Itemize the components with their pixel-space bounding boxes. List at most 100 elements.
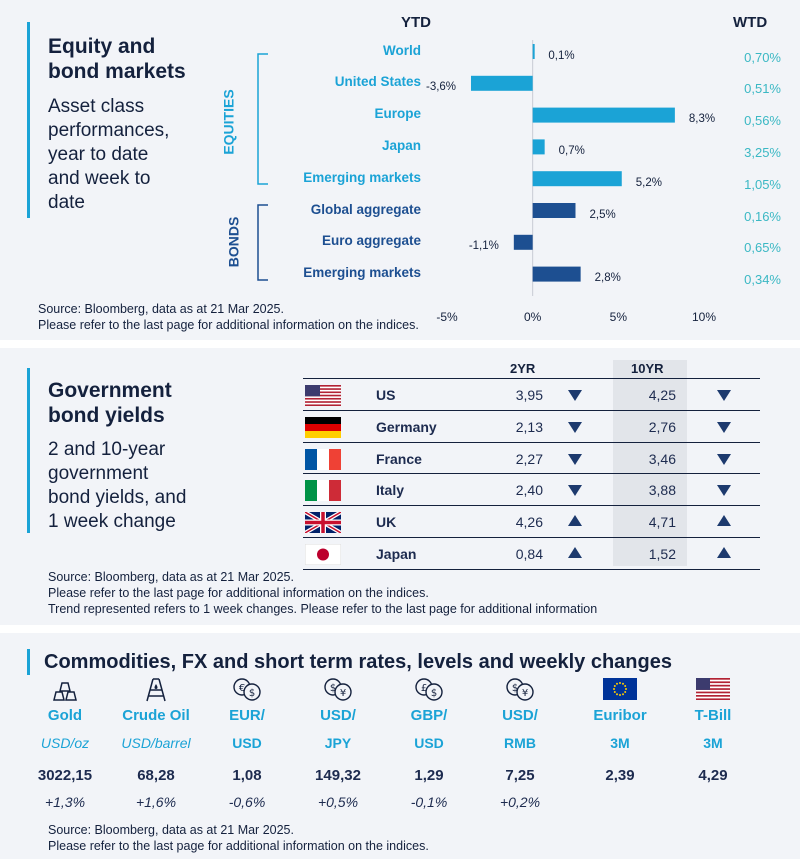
yield-row-france: France 2,27 3,46 <box>303 441 760 474</box>
source-line1: Source: Bloomberg, data as at 21 Mar 202… <box>48 570 294 584</box>
country-name: France <box>376 450 422 467</box>
yield-2yr: 3,95 <box>515 387 543 403</box>
yield-row-germany: Germany 2,13 2,76 <box>303 409 760 442</box>
trend-down-icon <box>568 421 582 433</box>
commodity-level: 4,29 <box>698 767 728 784</box>
yield-10yr: 3,46 <box>648 450 676 467</box>
svg-text:¥: ¥ <box>340 688 346 699</box>
commodity-name: T-Bill <box>694 707 732 724</box>
yield-row-uk: UK 4,26 4,71 <box>303 505 760 537</box>
trend-up-icon <box>717 515 731 527</box>
yield-2yr: 0,84 <box>515 546 543 562</box>
x-tick-label: -5% <box>436 310 458 324</box>
commodity-change <box>575 794 665 814</box>
flag-germany-icon <box>305 416 341 438</box>
commodity-change: +0,5% <box>317 794 359 810</box>
value-label-7: 2,8% <box>594 272 621 285</box>
commodity-unit: 3M <box>703 735 723 751</box>
commodity-column-6: Euribor 3M 2,39 <box>575 675 665 814</box>
svg-text:$: $ <box>431 688 437 699</box>
flag-italy-icon <box>305 480 341 502</box>
commodity-column-7: T-Bill 3M 4,29 <box>668 675 758 814</box>
x-tick-label: 5% <box>609 310 627 324</box>
panel-title-line2: bond markets <box>48 60 186 83</box>
commodity-change: -0,1% <box>410 794 448 810</box>
category-label-6: Euro aggregate <box>321 233 421 249</box>
yield-10yr: 2,76 <box>648 418 676 435</box>
country-name: US <box>376 387 396 403</box>
wtd-label-1: 0,51% <box>744 81 781 97</box>
svg-text:$: $ <box>330 683 336 694</box>
commodity-unit: 3M <box>610 735 630 751</box>
yield-2yr: 4,26 <box>515 514 543 531</box>
panel-subtitle-line1: 2 and 10-year <box>48 439 166 460</box>
value-label-6: -1,1% <box>468 240 499 253</box>
commodity-name: GBP/ <box>410 707 448 724</box>
source-line1: Source: Bloomberg, data as at 21 Mar 202… <box>38 302 284 316</box>
commodity-unit: RMB <box>504 735 536 751</box>
wtd-label-3: 3,25% <box>744 144 781 160</box>
category-label-2: Europe <box>374 106 421 122</box>
wtd-label-4: 1,05% <box>744 176 781 192</box>
panel-title: Commodities, FX and short term rates, le… <box>44 651 672 673</box>
wtd-label-6: 0,65% <box>744 240 781 256</box>
government-yields-panel: Government bond yields 2 and 10-year gov… <box>0 348 800 625</box>
trend-down-icon <box>568 390 582 401</box>
trend-down-icon <box>568 485 582 497</box>
commodity-name: Crude Oil <box>122 707 190 724</box>
commodity-change <box>668 794 758 814</box>
svg-text:€: € <box>239 683 245 694</box>
trend-down-icon <box>717 485 731 497</box>
category-label-1: United States <box>334 74 421 90</box>
source-line1: Source: Bloomberg, data as at 21 Mar 202… <box>48 823 294 837</box>
trend-up-icon <box>568 515 582 527</box>
ytd-bar-chart <box>470 40 675 296</box>
svg-text:¥: ¥ <box>522 688 528 699</box>
yield-10yr: 1,52 <box>648 546 676 562</box>
bar-4 <box>532 171 622 187</box>
flag-japan-icon <box>304 543 342 566</box>
yield-row-italy: Italy 2,40 3,88 <box>303 473 760 505</box>
yield-row-japan: Japan 0,84 1,52 <box>303 537 760 569</box>
yield-10yr: 3,88 <box>648 482 676 499</box>
trend-up-icon <box>717 547 731 558</box>
commodity-level: 2,39 <box>605 767 635 784</box>
tenyr-column-shade <box>613 360 687 566</box>
commodity-level: 3022,15 <box>37 767 93 784</box>
commodity-name: USD/ <box>320 707 356 724</box>
panel-title-line2: bond yields <box>48 404 165 427</box>
bar-6 <box>513 234 533 250</box>
country-name: Japan <box>376 546 417 562</box>
separator <box>0 625 800 633</box>
col-header-2yr: 2YR <box>510 361 536 376</box>
commodity-level: 7,25 <box>505 767 535 784</box>
commodity-unit: USD <box>232 735 262 751</box>
commodity-unit: JPY <box>324 735 352 751</box>
wtd-label-7: 0,34% <box>744 272 781 288</box>
panel-subtitle-line2: performances, <box>48 120 170 141</box>
panel-subtitle-line4: 1 week change <box>48 511 176 532</box>
value-label-0: 0,1% <box>548 49 575 62</box>
commodity-change: +1,6% <box>135 794 177 810</box>
commodity-unit: USD <box>414 735 444 751</box>
category-label-4: Emerging markets <box>303 169 421 185</box>
panel-subtitle-line3: year to date <box>48 144 149 165</box>
commodities-panel: Commodities, FX and short term rates, le… <box>0 633 800 859</box>
country-name: Italy <box>376 482 405 499</box>
category-label-3: Japan <box>381 137 421 153</box>
yield-row-us: US 3,95 4,25 <box>303 378 760 410</box>
commodity-name: USD/ <box>502 707 538 724</box>
panel-subtitle-line4: and week to <box>48 168 151 189</box>
commodity-name: Gold <box>47 707 83 724</box>
commodity-column-1: Crude Oil USD/barrel 68,28 +1,6% <box>111 675 201 814</box>
x-tick-label: 0% <box>523 310 542 324</box>
table-bottom-rule <box>303 568 760 570</box>
commodity-change: -0,6% <box>228 794 266 810</box>
svg-text:£: £ <box>421 683 427 694</box>
flag-uk-icon <box>303 510 343 535</box>
bar-7 <box>532 266 581 282</box>
currency-exchange-icon: $ ¥ <box>293 675 383 703</box>
yield-10yr: 4,25 <box>648 387 676 403</box>
separator <box>0 340 800 348</box>
commodity-level: 149,32 <box>315 767 361 784</box>
